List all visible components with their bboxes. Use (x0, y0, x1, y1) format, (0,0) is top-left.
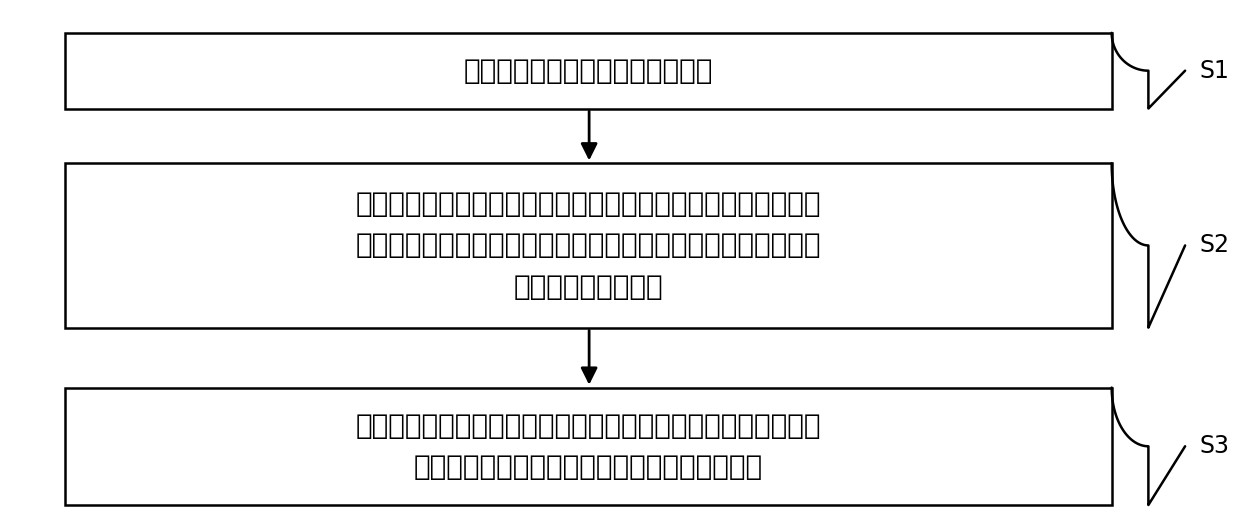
FancyBboxPatch shape (66, 33, 1112, 109)
Text: 获取所述温度传感器测得的温度值: 获取所述温度传感器测得的温度值 (464, 57, 713, 85)
Text: 若所述温度值大于第二预设温度值，控制所述水泵提高运行频率
，所述第二预设温度值大于所述第一预设温度值: 若所述温度值大于第二预设温度值，控制所述水泵提高运行频率 ，所述第二预设温度值大… (356, 412, 821, 481)
Text: S3: S3 (1200, 434, 1230, 458)
FancyBboxPatch shape (66, 163, 1112, 328)
Text: S1: S1 (1200, 59, 1230, 83)
Text: 在所述温度值小于第一预设温度值时，则控制所述水泵降低运行
频率，并在所述水泵的运行频率小于或等于预设运行频率时，则
控制所述电磁阀打开: 在所述温度值小于第一预设温度值时，则控制所述水泵降低运行 频率，并在所述水泵的运… (356, 190, 821, 301)
Text: S2: S2 (1200, 233, 1230, 258)
FancyBboxPatch shape (66, 387, 1112, 505)
